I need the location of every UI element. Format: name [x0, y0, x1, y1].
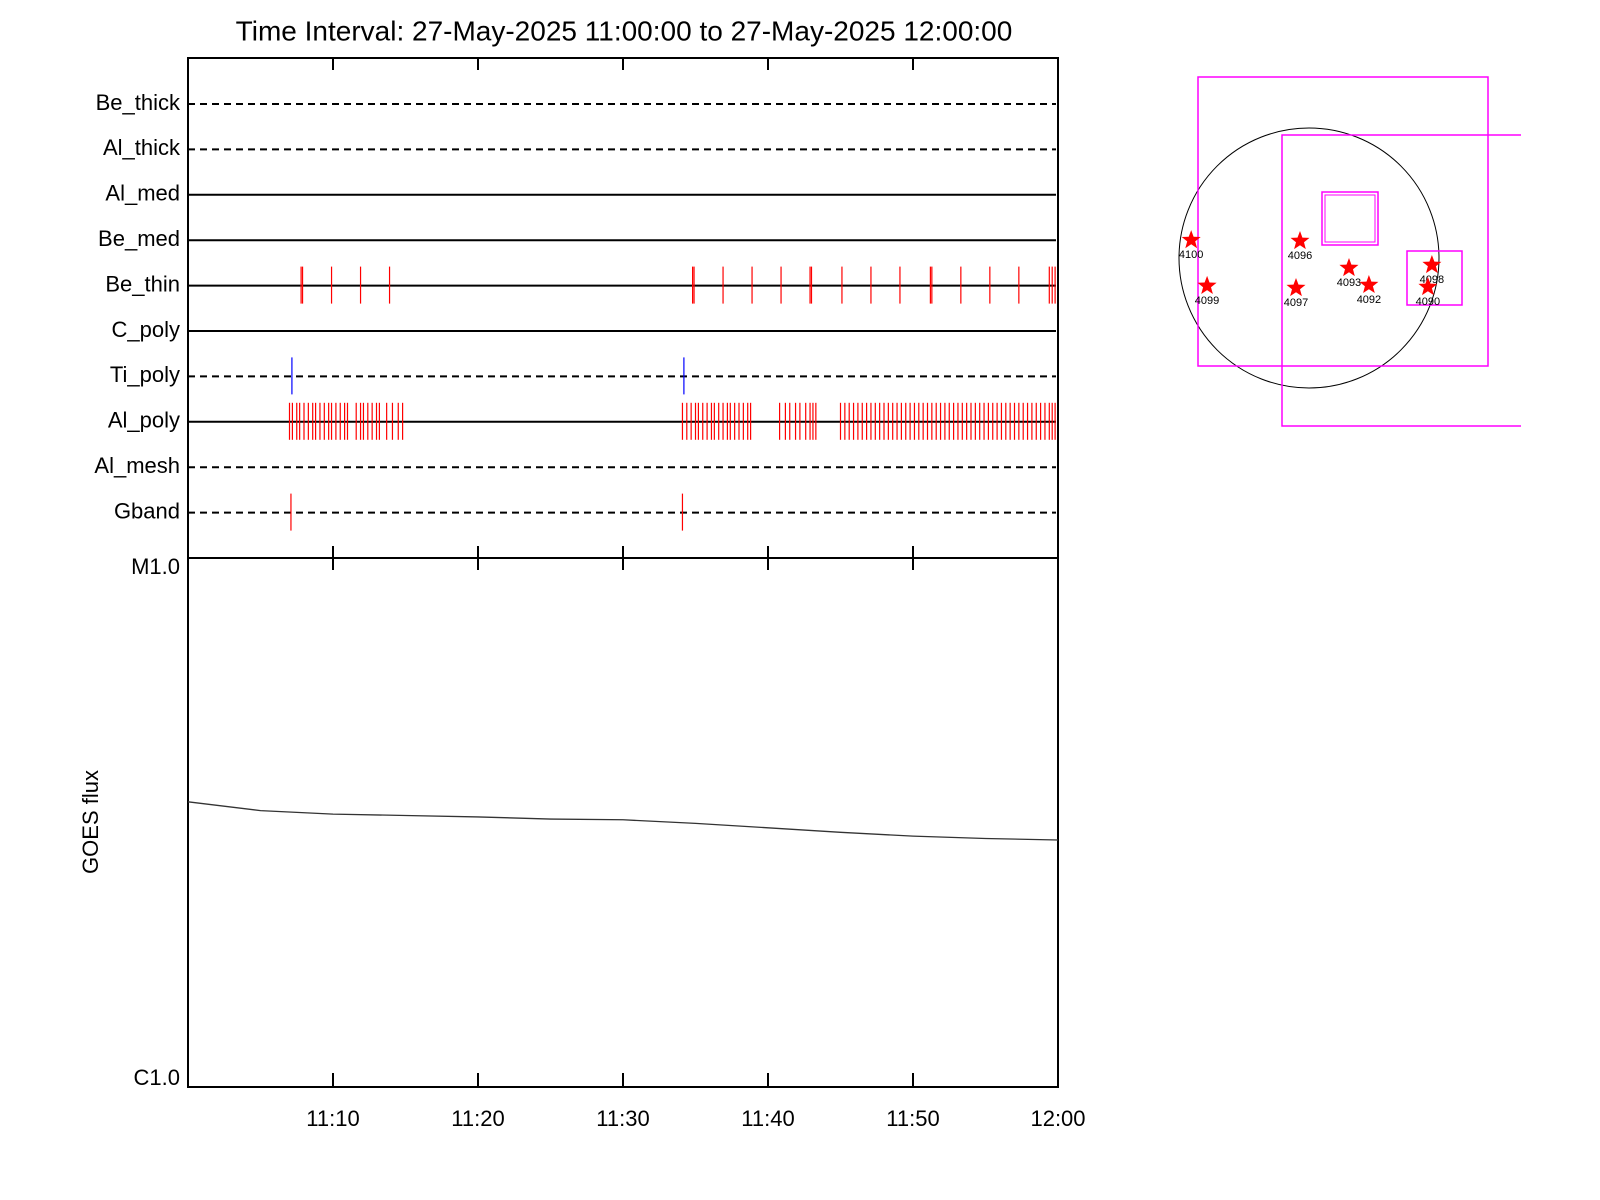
fov-box [1321, 191, 1379, 246]
x-tick-label: 11:10 [306, 1106, 359, 1131]
region-label: 4097 [1284, 297, 1308, 309]
region-star [1286, 278, 1306, 297]
goes-line [187, 801, 1059, 841]
row-label: Be_thin [105, 271, 180, 296]
row-label: Be_thick [96, 90, 181, 115]
row-label: Be_med [98, 226, 180, 251]
solar-disk [1178, 127, 1440, 389]
y-tick-label: C1.0 [134, 1065, 180, 1090]
x-tick-label: 12:00 [1030, 1106, 1085, 1131]
x-tick-label: 11:50 [886, 1106, 939, 1131]
row-label: Al_thick [103, 135, 181, 160]
region-star [1418, 277, 1438, 296]
region-star [1197, 275, 1217, 294]
x-tick-label: 11:30 [596, 1106, 649, 1131]
fov-box [1197, 76, 1489, 367]
region-label: 4093 [1337, 277, 1361, 289]
region-label: 4096 [1288, 250, 1312, 262]
region-star [1290, 231, 1310, 250]
timeline-frame [187, 57, 1059, 559]
region-star [1359, 275, 1379, 293]
x-tick-label: 11:40 [741, 1106, 794, 1131]
row-label: Al_mesh [94, 453, 180, 478]
y-tick-label: M1.0 [131, 554, 180, 579]
fov-box [1324, 194, 1376, 243]
fov-box [1406, 250, 1463, 306]
region-label: 4092 [1357, 294, 1381, 306]
region-star [1181, 230, 1201, 249]
goes-frame [187, 557, 1059, 1088]
row-label: Ti_poly [110, 362, 180, 387]
region-label: 4099 [1195, 295, 1219, 307]
region-star [1339, 258, 1359, 277]
row-label: Al_poly [108, 408, 180, 433]
row-label: C_poly [112, 317, 180, 342]
region-label: 4100 [1179, 249, 1203, 261]
row-label: Al_med [105, 181, 180, 206]
row-label: Gband [114, 498, 180, 523]
x-tick-label: 11:20 [451, 1106, 504, 1131]
region-label: 4090 [1416, 296, 1440, 308]
chart-title: Time Interval: 27-May-2025 11:00:00 to 2… [236, 15, 1013, 46]
region-star [1422, 255, 1442, 274]
fov-box [1281, 134, 1521, 427]
y-axis-label: GOES flux [78, 770, 103, 874]
